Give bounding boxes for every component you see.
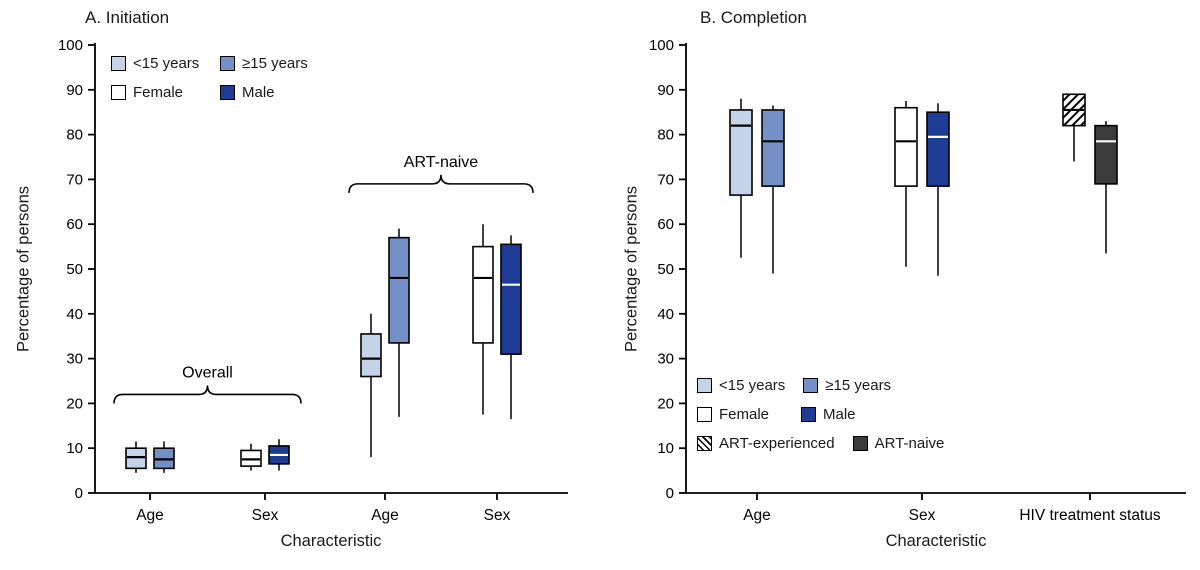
box — [240, 449, 262, 467]
y-tick-label: 20 — [66, 395, 83, 412]
legend-item: Female — [111, 84, 202, 101]
brace-label: ART-naive — [404, 154, 479, 171]
legend-item: <15 years — [697, 377, 785, 394]
y-tick-label: 40 — [66, 306, 83, 323]
y-tick-label: 50 — [657, 261, 674, 278]
legend-swatch-female — [111, 85, 126, 100]
box — [894, 106, 918, 187]
x-category-label: Sex — [252, 507, 279, 524]
brace — [348, 174, 534, 193]
box — [388, 236, 410, 344]
x-category-label: HIV treatment status — [1019, 507, 1161, 524]
legend-item: ≥15 years — [803, 377, 891, 394]
legend-item: Female — [697, 406, 783, 423]
legend-row: Female Male — [697, 406, 944, 423]
legend-label: ≥15 years — [242, 55, 308, 72]
x-category-label: Sex — [909, 507, 936, 524]
y-tick-label: 0 — [75, 485, 83, 502]
box — [125, 447, 147, 470]
x-category-label: Age — [371, 507, 399, 524]
panel-b-title: B. Completion — [700, 8, 807, 27]
y-tick-label: 100 — [649, 37, 674, 54]
legend-item: Male — [801, 406, 856, 423]
y-tick-label: 50 — [66, 261, 83, 278]
x-category-label: Age — [743, 507, 771, 524]
legend-swatch-lt15 — [111, 56, 126, 71]
legend-label: ART-naive — [874, 435, 945, 452]
legend-row: Female Male — [111, 84, 308, 101]
legend-label: Male — [823, 406, 856, 423]
y-tick-label: 40 — [657, 306, 674, 323]
legend-item: ART-experienced — [697, 435, 835, 452]
y-tick-label: 80 — [657, 127, 674, 144]
y-tick-label: 70 — [657, 171, 674, 188]
legend-label: ART-experienced — [719, 435, 835, 452]
legend-label: ≥15 years — [825, 377, 892, 394]
y-tick-label: 20 — [657, 395, 674, 412]
panel-a-title: A. Initiation — [85, 8, 170, 27]
legend-swatch-art_naive — [852, 436, 868, 451]
legend-row: ART-experienced ART-naive — [697, 435, 944, 452]
legend-item: ART-naive — [852, 435, 945, 452]
box — [761, 109, 785, 187]
legend-label: <15 years — [719, 377, 786, 394]
box — [500, 243, 522, 355]
legend-swatch-lt15 — [697, 378, 712, 393]
y-tick-label: 0 — [666, 485, 674, 502]
brace-label: Overall — [182, 364, 233, 381]
box — [729, 109, 753, 196]
legend-swatch-hatch — [697, 436, 712, 451]
legend-swatch-ge15 — [220, 56, 235, 71]
x-category-label: Sex — [484, 507, 511, 524]
y-tick-label: 80 — [66, 127, 83, 144]
legend-item: ≥15 years — [220, 55, 308, 72]
y-tick-label: 90 — [657, 82, 674, 99]
y-tick-label: 60 — [66, 216, 83, 233]
y-tick-label: 100 — [58, 37, 83, 54]
y-tick-label: 90 — [66, 82, 83, 99]
legend-swatch-ge15 — [803, 378, 819, 393]
y-tick-label: 70 — [66, 171, 83, 188]
y-tick-label: 10 — [657, 440, 674, 457]
box — [1094, 124, 1118, 185]
box — [472, 245, 494, 344]
panel-a-x-axis-label: Characteristic — [280, 532, 382, 550]
legend-label: <15 years — [133, 55, 200, 72]
x-category-label: Age — [136, 507, 164, 524]
y-tick-label: 30 — [66, 351, 83, 368]
legend-item: Male — [220, 84, 275, 101]
brace — [113, 385, 302, 404]
box — [926, 111, 950, 187]
legend-row: <15 years ≥15 years — [697, 377, 944, 394]
legend-label: Female — [133, 84, 184, 101]
y-tick-label: 60 — [657, 216, 674, 233]
legend-label: Male — [242, 84, 275, 101]
box — [360, 333, 382, 378]
panel-b-legend: <15 years ≥15 years Female Male ART-experien… — [697, 377, 944, 452]
legend-row: <15 years ≥15 years — [111, 55, 308, 72]
legend-swatch-male — [801, 407, 816, 422]
y-tick-label: 10 — [66, 440, 83, 457]
legend-swatch-female — [697, 407, 712, 422]
box — [153, 447, 175, 470]
y-tick-label: 30 — [657, 351, 674, 368]
legend-label: Female — [719, 406, 770, 423]
legend-item: <15 years — [111, 55, 202, 72]
legend-swatch-male — [220, 85, 235, 100]
panel-b-x-axis-label: Characteristic — [885, 532, 987, 550]
panel-a-legend: <15 years ≥15 years Female Male — [111, 55, 308, 101]
